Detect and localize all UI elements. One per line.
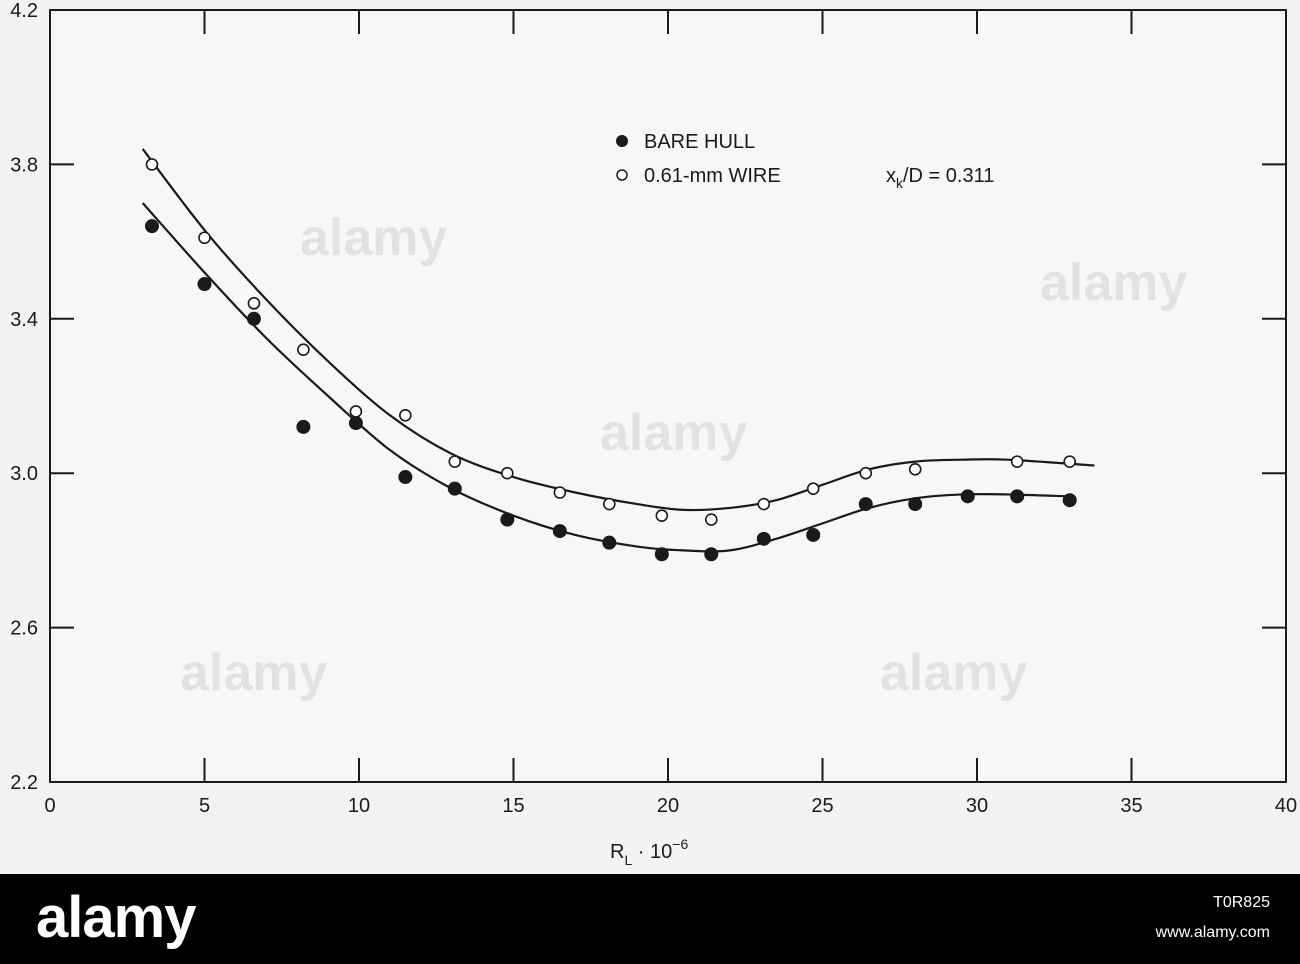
point-wire (448, 455, 462, 468)
point-wire (399, 408, 412, 422)
y-tick-label: 2.6 (10, 618, 38, 640)
point-bare-hull (908, 497, 923, 512)
y-tick-label: 2.2 (10, 772, 38, 794)
point-wire (501, 466, 514, 480)
site-url: www.alamy.com (1155, 924, 1270, 941)
x-tick-label: 0 (44, 795, 55, 817)
point-bare-hull (1010, 489, 1025, 504)
watermark-text: alamy (600, 404, 748, 462)
point-bare-hull (960, 489, 975, 504)
point-wire (247, 297, 261, 310)
x-tick-label: 30 (966, 795, 988, 817)
watermark-text: alamy (300, 209, 448, 267)
point-bare-hull (144, 219, 159, 234)
point-bare-hull (858, 497, 873, 512)
point-bare-hull (756, 531, 771, 546)
point-bare-hull (398, 470, 413, 485)
point-wire (757, 497, 771, 511)
point-bare-hull (602, 535, 617, 550)
point-bare-hull (552, 524, 567, 539)
y-tick-label: 3.4 (10, 309, 38, 331)
point-wire (908, 463, 922, 476)
image-id: T0R825 (1213, 894, 1270, 911)
point-wire (553, 486, 567, 499)
point-bare-hull (806, 527, 821, 542)
x-tick-label: 40 (1275, 795, 1297, 817)
point-wire (859, 466, 873, 480)
point-wire (602, 497, 616, 511)
point-bare-hull (296, 419, 311, 434)
annotation-xk-d: xk/D = 0.311 (886, 165, 994, 191)
point-bare-hull (447, 481, 462, 496)
legend: BARE HULL 0.61-mm WIRE xk/D = 0.311 (616, 131, 994, 191)
x-tick-label: 5 (199, 795, 210, 817)
y-tick-label: 4.2 (10, 0, 38, 22)
axis-ticks (50, 10, 1286, 782)
point-bare-hull (246, 311, 261, 326)
y-tick-label: 3.0 (10, 463, 38, 485)
plot-frame (49, 9, 1287, 783)
point-wire (145, 158, 159, 171)
watermark-text: alamy (180, 644, 328, 702)
x-tick-label: 35 (1120, 795, 1142, 817)
data-points (144, 158, 1077, 562)
point-bare-hull (500, 512, 515, 527)
legend-label-bare-hull: BARE HULL (644, 131, 755, 153)
point-bare-hull (348, 416, 363, 431)
point-bare-hull (1062, 493, 1077, 508)
point-wire (704, 513, 718, 526)
point-wire (297, 343, 310, 356)
legend-label-wire: 0.61-mm WIRE (644, 165, 781, 187)
footer-bar: alamy T0R825 www.alamy.com (0, 874, 1300, 964)
legend-marker-bare-hull (616, 135, 628, 147)
point-wire (1063, 455, 1076, 468)
x-axis-title: RL · 10−6 (610, 836, 688, 868)
point-bare-hull (704, 547, 719, 562)
point-bare-hull (197, 277, 212, 292)
y-tick-label: 3.8 (10, 154, 38, 176)
point-wire (349, 405, 363, 418)
watermark: alamy alamy alamy alamy alamy (180, 209, 1188, 702)
point-wire (1010, 455, 1024, 468)
point-wire (655, 509, 669, 522)
fit-curve-wire (141, 148, 1095, 512)
x-tick-label: 20 (657, 795, 679, 817)
watermark-text: alamy (1040, 254, 1188, 312)
image-info: T0R825 www.alamy.com (1156, 888, 1270, 948)
point-wire (198, 231, 211, 245)
x-tick-label: 10 (348, 795, 370, 817)
x-tick-label: 25 (811, 795, 833, 817)
brand-logo: alamy (36, 885, 196, 950)
axis-tick-labels: 0 5 10 15 20 25 30 35 40 2.2 2.6 3.0 3.4 3.8 4.2 (10, 0, 1297, 817)
legend-marker-wire (616, 169, 628, 181)
x-tick-label: 15 (502, 795, 524, 817)
watermark-text: alamy (880, 644, 1028, 702)
point-wire (806, 482, 820, 495)
point-bare-hull (654, 547, 669, 562)
